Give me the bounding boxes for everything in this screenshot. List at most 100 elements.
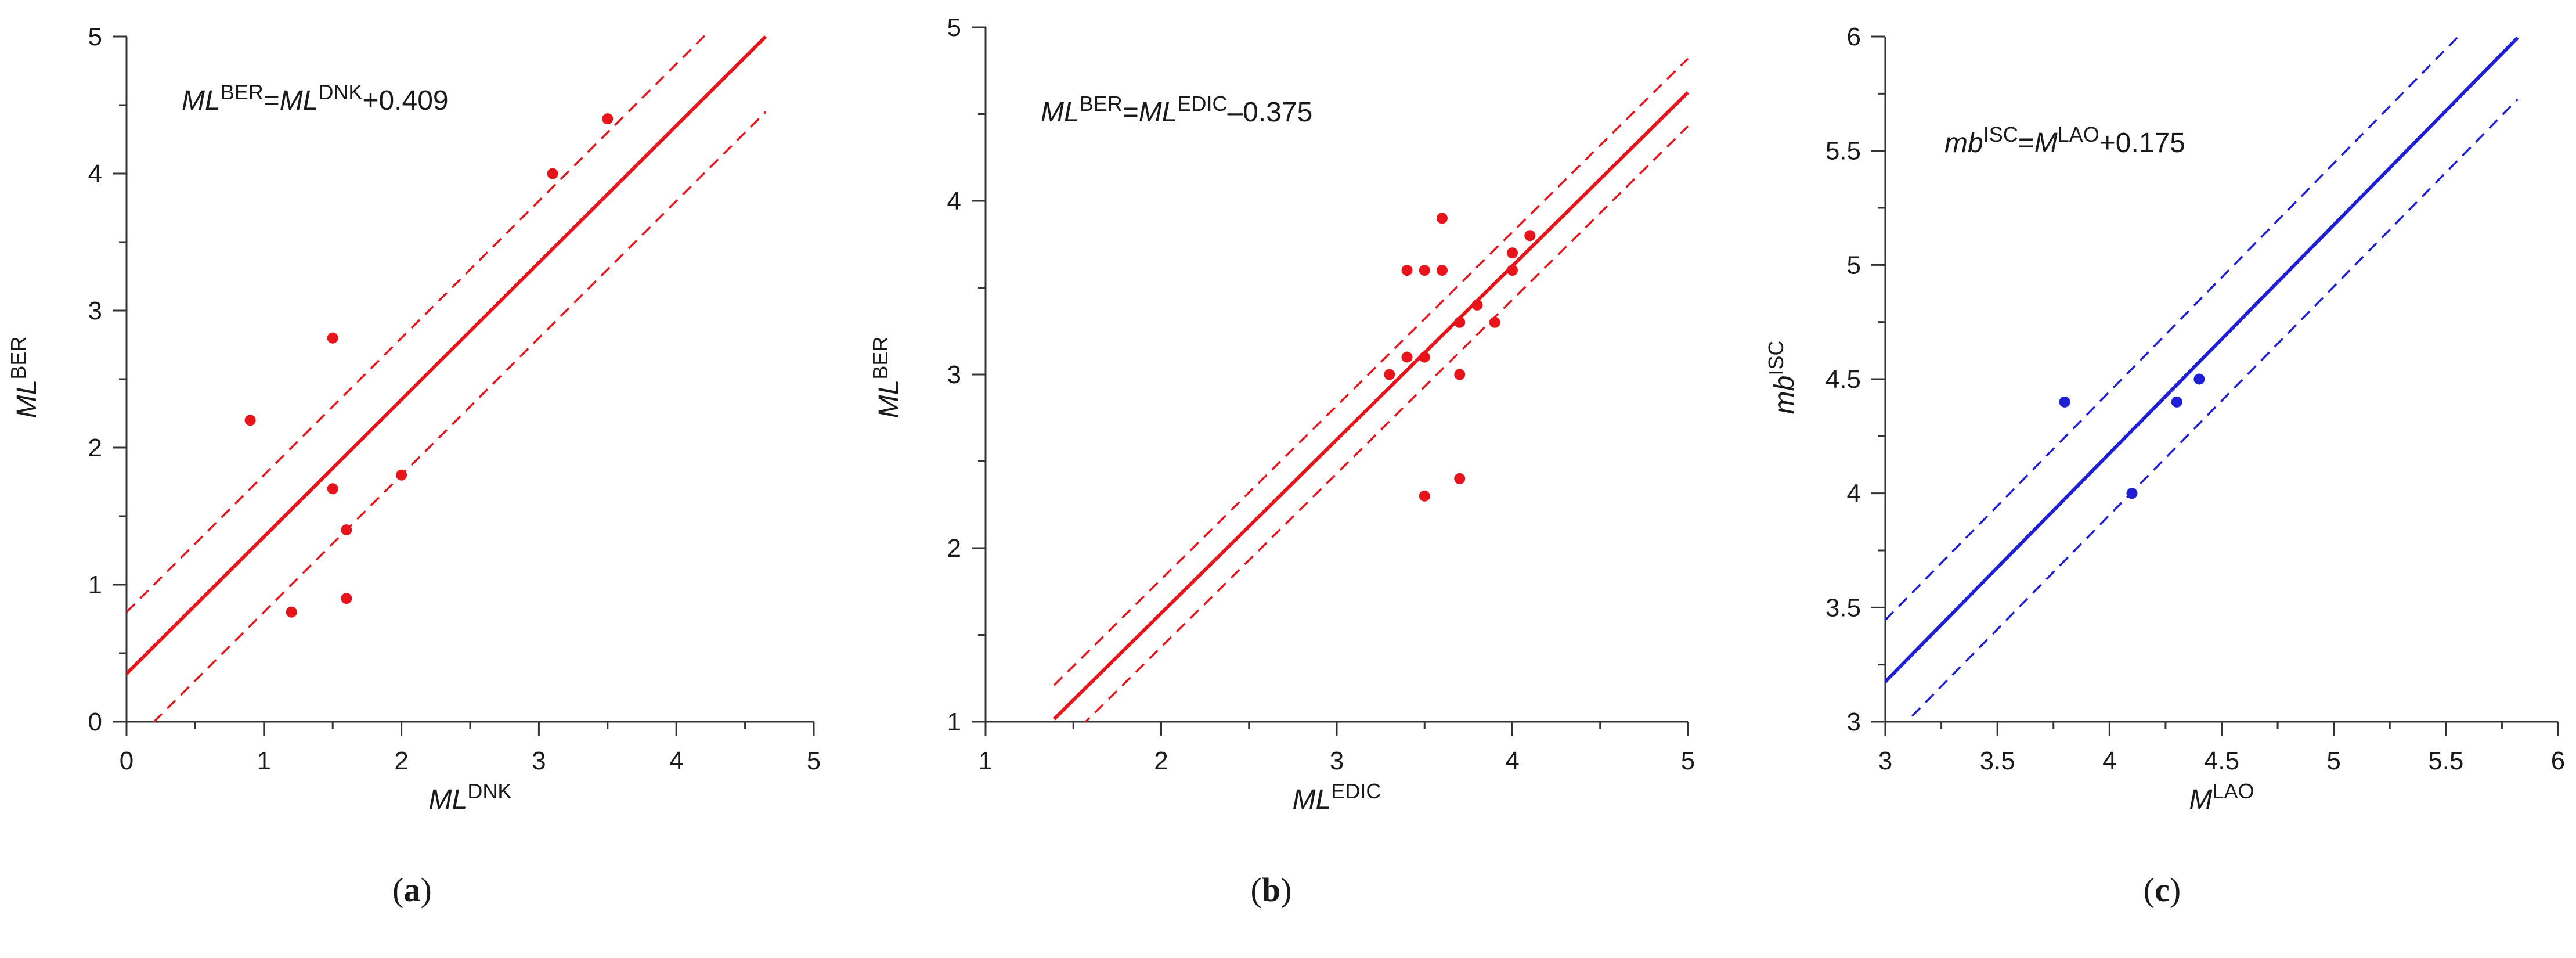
data-point	[1507, 265, 1518, 276]
data-point	[286, 606, 297, 618]
x-tick-label: 1	[979, 747, 993, 775]
data-point	[327, 483, 338, 495]
panel-label: (a)	[392, 871, 432, 909]
equation-lhs-var: ML	[182, 85, 221, 116]
data-point	[1419, 490, 1430, 502]
y-tick-label: 1	[947, 708, 961, 736]
y-axis-label: MLBER	[6, 337, 42, 419]
y-tick-label: 3	[88, 297, 102, 325]
regression-line	[1052, 91, 1689, 721]
data-point	[1489, 316, 1500, 328]
equation-equals: =	[2018, 128, 2034, 159]
x-axis-label-var: ML	[429, 784, 468, 815]
equation-equals: =	[264, 85, 280, 116]
lower-bound-line	[152, 111, 767, 722]
regression-equation: MLBER=MLDNK+0.409	[182, 80, 449, 116]
y-tick-label: 0	[88, 708, 102, 736]
x-tick-label: 5	[2326, 747, 2340, 775]
y-tick-label: 4	[1847, 480, 1861, 508]
x-axis-label-var: M	[2189, 784, 2212, 815]
y-tick-label: 4.5	[1825, 365, 1861, 394]
y-tick-label: 3	[1847, 708, 1861, 736]
x-tick-label: 5	[807, 747, 821, 775]
lower-bound-line	[1905, 98, 2519, 722]
equation-lhs-sup: BER	[1080, 92, 1123, 116]
lower-bound-line	[1084, 125, 1689, 722]
equation-rhs-var: M	[2034, 128, 2058, 159]
data-point	[547, 168, 558, 179]
chart-panel-b: 1 2 3 4 512345MLBER=MLEDIC–0.375MLEDICMLBER(…	[868, 13, 1695, 909]
data-point	[1437, 265, 1448, 276]
x-axis-label: MLAO	[2189, 779, 2254, 815]
regression-equation: MLBER=MLEDIC–0.375	[1041, 92, 1312, 128]
y-axis-label-var: mb	[1769, 376, 1800, 415]
data-point	[396, 469, 407, 481]
data-point	[244, 415, 256, 426]
data-point	[1401, 351, 1413, 363]
data-point	[1507, 247, 1518, 259]
chart-panel-a: 0 1 2 3 4 5012345MLBER=MLDNK+0.409MLDNKMLBER(…	[6, 23, 821, 909]
x-tick-label: 1	[257, 747, 271, 775]
x-axis-label: MLEDIC	[1293, 779, 1381, 815]
y-tick-label: 5	[1847, 251, 1861, 279]
x-tick-label: 3	[1878, 747, 1892, 775]
data-point	[1437, 213, 1448, 224]
equation-rhs-sup: EDIC	[1177, 92, 1227, 116]
x-tick-label: 0	[120, 747, 134, 775]
y-tick-label: 4	[88, 160, 102, 188]
panel-label-open: (	[1251, 871, 1262, 909]
panel-label: (b)	[1251, 871, 1292, 909]
data-point	[1454, 369, 1466, 380]
data-point	[327, 332, 338, 344]
y-axis-label-sup: BER	[6, 337, 30, 380]
y-tick-label: 3	[947, 361, 961, 389]
equation-lhs-var: mb	[1944, 128, 1983, 159]
y-axis-label-sup: ISC	[1764, 341, 1788, 376]
y-tick-label: 2	[947, 534, 961, 563]
y-tick-label: 5.5	[1825, 137, 1861, 165]
x-tick-label: 4	[2102, 747, 2116, 775]
data-point	[2126, 488, 2138, 499]
y-tick-label: 3.5	[1825, 593, 1861, 622]
equation-intercept: +0.409	[362, 85, 448, 116]
panel-label-open: (	[2144, 871, 2155, 909]
regression-equation: mbISC=MLAO+0.175	[1944, 123, 2185, 159]
x-tick-label: 3.5	[1980, 747, 2015, 775]
y-tick-label: 4	[947, 187, 961, 215]
equation-rhs-var: ML	[1139, 97, 1178, 128]
y-axis-label-var: ML	[874, 380, 904, 419]
x-tick-label: 4	[1505, 747, 1519, 775]
data-point	[1471, 299, 1483, 311]
y-tick-label: 1	[88, 571, 102, 599]
y-tick-label: 6	[1847, 23, 1861, 51]
panel-label-close: )	[2170, 871, 2181, 909]
chart-panel-c: 3 3.5 4 4.5 5 5.5 633.544.555.56mbISC=MLAO+0.1…	[1764, 23, 2565, 909]
equation-intercept: –0.375	[1227, 97, 1312, 128]
panel-label-open: (	[392, 871, 403, 909]
panel-label-letter: b	[1262, 871, 1280, 909]
y-tick-label: 2	[88, 434, 102, 462]
panel-label-letter: c	[2155, 871, 2170, 909]
panel-label-letter: a	[404, 871, 421, 909]
x-axis-label-sup: DNK	[467, 779, 511, 803]
x-axis-label: MLDNK	[429, 779, 512, 815]
panel-label: (c)	[2144, 871, 2181, 909]
x-axis-label-var: ML	[1293, 784, 1332, 815]
equation-rhs-var: ML	[280, 85, 319, 116]
data-point	[1384, 369, 1395, 380]
data-point	[1419, 265, 1430, 276]
x-tick-label: 2	[1154, 747, 1168, 775]
upper-bound-line	[1885, 34, 2463, 621]
regression-line	[127, 35, 767, 675]
x-axis-label-sup: LAO	[2212, 779, 2254, 803]
data-point	[1524, 230, 1536, 242]
x-axis-label-sup: EDIC	[1331, 779, 1381, 803]
data-point	[1454, 473, 1466, 484]
data-point	[1401, 265, 1413, 276]
equation-rhs-sup: LAO	[2058, 123, 2099, 146]
y-tick-label: 5	[88, 23, 102, 51]
equation-lhs-sup: ISC	[1983, 123, 2018, 146]
data-point	[2171, 396, 2182, 408]
data-point	[2059, 396, 2070, 408]
